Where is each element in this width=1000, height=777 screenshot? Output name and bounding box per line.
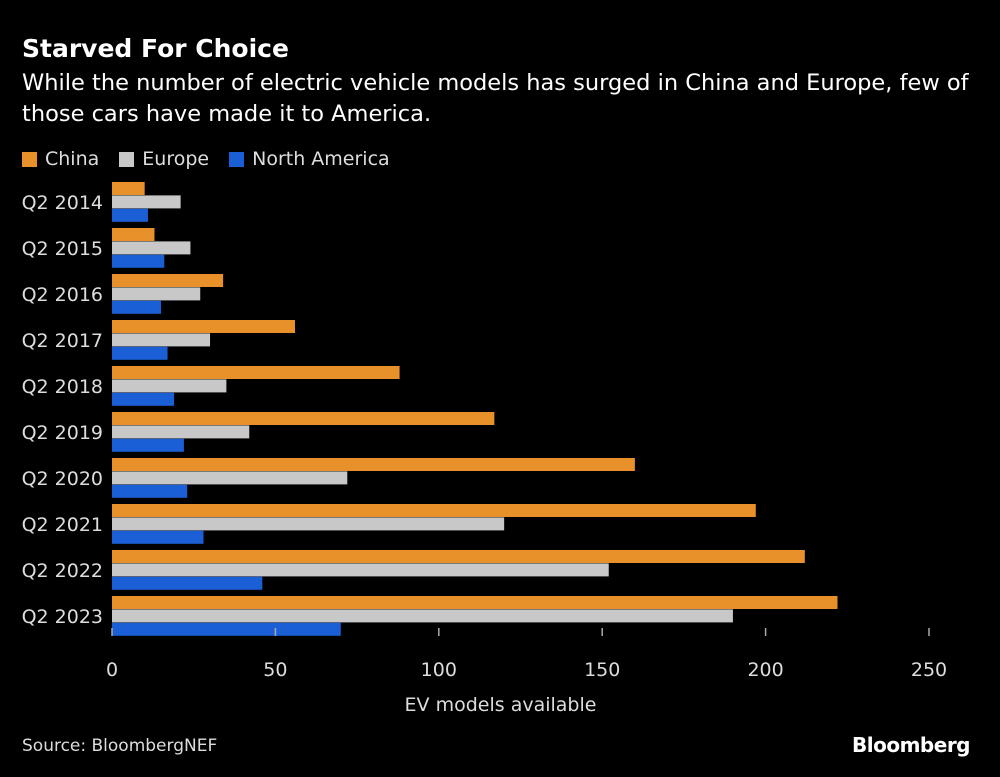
x-tick-label: 0 [106,659,118,681]
bar-north-america [112,300,162,314]
y-tick-label: Q2 2023 [22,606,103,628]
bar-china [112,596,838,609]
legend-swatch-china [22,151,37,167]
bar-north-america [112,576,263,590]
bar-europe [112,425,250,439]
x-tick-label: 250 [911,659,947,681]
bar-china [112,366,400,379]
bar-north-america [112,530,204,544]
y-tick-label: Q2 2014 [22,192,103,214]
bar-europe [112,333,211,347]
bar-europe [112,563,609,577]
bar-north-america [112,484,188,498]
legend-item-china: China [22,148,99,170]
bar-europe [112,287,201,301]
bar-china [112,412,495,425]
x-tick-label: 200 [747,659,783,681]
legend-label: North America [252,148,390,170]
y-tick-label: Q2 2018 [22,376,103,398]
legend-label: China [45,148,100,170]
bar-china [112,458,635,471]
x-tick-label: 50 [263,659,287,681]
source-note: Source: BloombergNEF [22,736,218,756]
chart-subtitle: While the number of electric vehicle mod… [22,70,969,127]
bar-north-america [112,438,184,452]
bar-europe [112,241,191,255]
bar-north-america [112,208,148,222]
bar-china [112,274,224,287]
y-tick-label: Q2 2020 [22,468,103,490]
legend-item-north-america: North America [229,148,390,170]
bar-north-america [112,346,168,360]
bar-europe [112,195,181,209]
y-tick-label: Q2 2016 [22,284,103,306]
bar-europe [112,379,227,393]
bar-china [112,320,296,333]
bar-europe [112,471,348,485]
y-tick-label: Q2 2019 [22,422,103,444]
bar-north-america [112,622,341,636]
bar-china [112,182,145,195]
bloomberg-logo: Bloomberg [852,733,970,757]
x-axis-label: EV models available [405,694,597,716]
legend-item-europe: Europe [119,148,209,170]
y-tick-label: Q2 2015 [22,238,103,260]
legend-swatch-north-america [229,151,245,167]
legend-label: Europe [142,148,210,170]
bar-china [112,504,756,517]
x-tick-label: 100 [421,659,457,681]
y-tick-label: Q2 2017 [22,330,103,352]
legend: China Europe North America [22,148,390,170]
chart-title: Starved For Choice [22,34,289,63]
x-tick-label: 150 [584,659,620,681]
bar-europe [112,517,505,531]
bar-north-america [112,392,175,406]
bar-china [112,550,805,563]
bar-north-america [112,254,165,268]
y-tick-label: Q2 2022 [22,560,103,582]
bar-china [112,228,155,241]
y-tick-label: Q2 2021 [22,514,103,536]
legend-swatch-europe [119,151,135,167]
bar-europe [112,609,733,623]
